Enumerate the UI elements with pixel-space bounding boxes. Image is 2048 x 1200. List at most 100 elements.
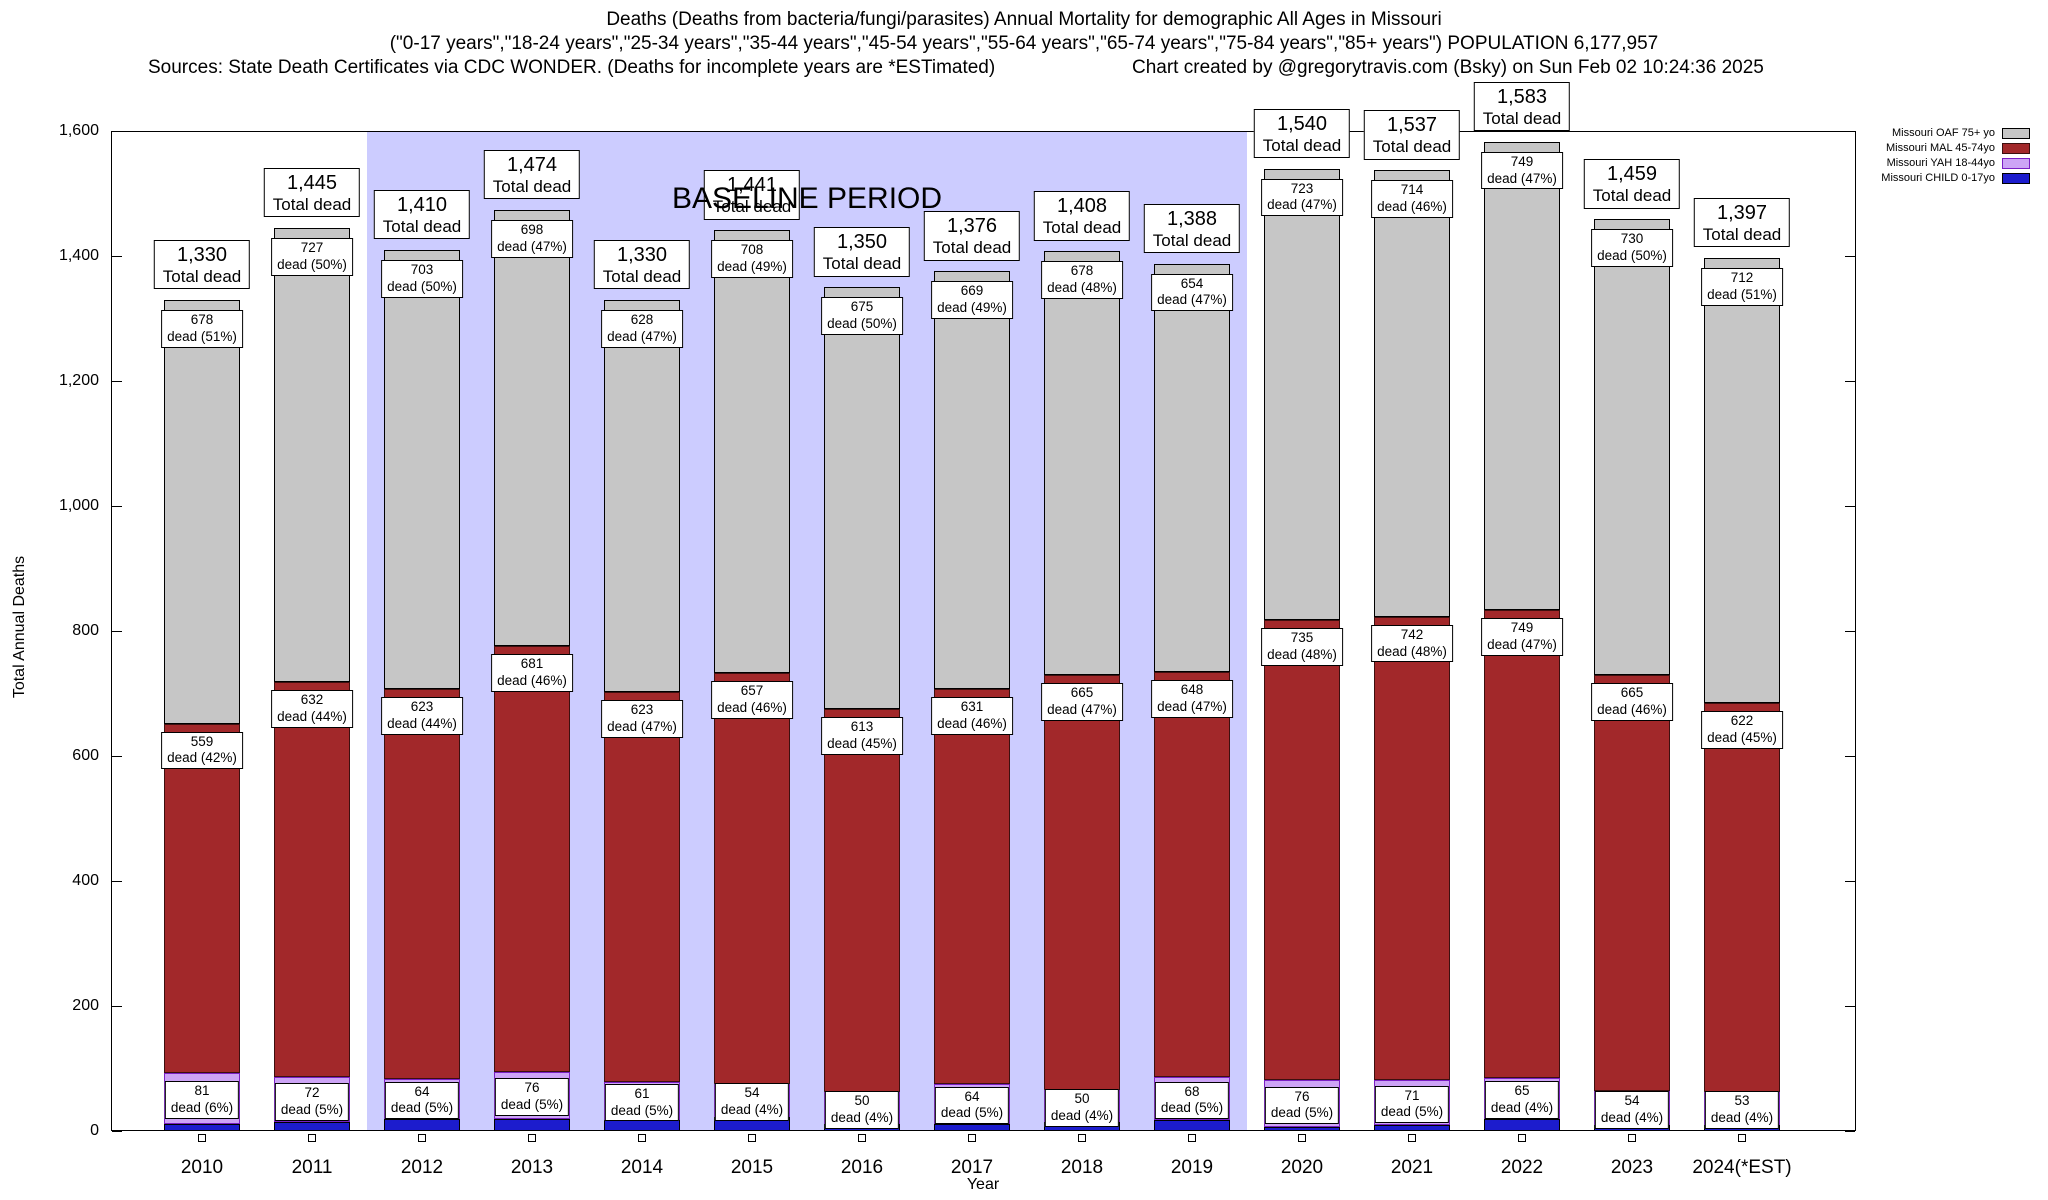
segment-label-oaf-2016: 675 dead (50%): [821, 297, 903, 335]
segment-label-yah-2022: 65 dead (4%): [1484, 1081, 1560, 1119]
bar-segment-oaf-2011: [274, 227, 350, 683]
total-suffix: Total dead: [932, 238, 1012, 257]
axis-marker-2023: [1628, 1134, 1636, 1142]
segment-label-yah-2017: 64 dead (5%): [934, 1086, 1010, 1125]
ytick-mark-left-600: [112, 756, 122, 757]
segment-label-oaf-2017: 669 dead (49%): [931, 281, 1013, 319]
xtick-2018: 2018: [1060, 1157, 1104, 1178]
bar-segment-mal-2013: [494, 646, 570, 1072]
xtick-2011: 2011: [291, 1157, 333, 1178]
segment-label-yah-2010: 81 dead (6%): [164, 1081, 240, 1119]
segment-label-oaf-2021: 714 dead (46%): [1371, 180, 1453, 219]
ytick-mark-left-1600: [112, 131, 122, 132]
bar-segment-oaf-2024(*EST): [1704, 257, 1780, 703]
total-label-2017: 1,376 Total dead: [923, 211, 1021, 261]
ytick-mark-right-1200: [1845, 381, 1855, 382]
total-label-2015: 1,441 Total dead: [703, 170, 801, 220]
segment-label-mal-2024(*EST): 622 dead (45%): [1701, 710, 1783, 749]
segment-label-yah-2016: 50 dead (4%): [824, 1090, 900, 1129]
ytick-mark-left-1400: [112, 256, 122, 257]
total-value: 1,583: [1496, 85, 1548, 108]
segment-label-yah-2014: 61 dead (5%): [604, 1083, 680, 1122]
total-label-2019: 1,388 Total dead: [1143, 203, 1241, 254]
bar-segment-oaf-2013: [494, 209, 570, 646]
ytick-label-1200: 1,200: [58, 372, 99, 389]
total-suffix: Total dead: [822, 254, 902, 274]
xtick-2019: 2019: [1170, 1157, 1214, 1178]
ytick-mark-right-1400: [1845, 256, 1855, 257]
bar-segment-mal-2011: [274, 682, 350, 1078]
legend-label: Missouri YAH 18-44yo: [1886, 157, 1995, 169]
ytick-mark-left-0: [112, 1131, 122, 1132]
total-value: 1,350: [836, 231, 888, 254]
segment-label-oaf-2022: 749 dead (47%): [1481, 151, 1563, 190]
bar-segment-oaf-2023: [1594, 219, 1670, 676]
xtick-2024(*EST): 2024(*EST): [1692, 1157, 1792, 1178]
ytick-mark-right-600: [1845, 756, 1855, 757]
total-value: 1,410: [396, 193, 448, 216]
total-label-2021: 1,537 Total dead: [1363, 110, 1461, 160]
bar-segment-oaf-2018: [1044, 251, 1120, 675]
bar-segment-mal-2023: [1594, 675, 1670, 1091]
bar-segment-oaf-2020: [1264, 168, 1340, 621]
segment-label-oaf-2012: 703 dead (50%): [381, 259, 463, 298]
axis-marker-2012: [418, 1134, 426, 1142]
total-value: 1,537: [1386, 114, 1438, 137]
xtick-2021: 2021: [1390, 1157, 1434, 1178]
total-suffix: Total dead: [1482, 108, 1562, 128]
total-suffix: Total dead: [712, 197, 792, 217]
total-value: 1,330: [176, 243, 228, 266]
bar-segment-mal-2018: [1044, 674, 1120, 1091]
total-label-2013: 1,474 Total dead: [483, 149, 581, 200]
segment-label-oaf-2010: 678 dead (51%): [161, 309, 243, 348]
total-label-2020: 1,540 Total dead: [1253, 108, 1351, 159]
xtick-2013: 2013: [510, 1157, 554, 1178]
segment-label-mal-2010: 559 dead (42%): [161, 731, 243, 770]
segment-label-oaf-2013: 698 dead (47%): [491, 219, 573, 258]
ytick-mark-right-0: [1845, 1131, 1855, 1132]
legend-item-oaf: Missouri OAF 75+ yo: [1881, 127, 2030, 139]
bar-segment-mal-2021: [1374, 616, 1450, 1081]
legend-item-yah: Missouri YAH 18-44yo: [1881, 157, 2030, 169]
total-suffix: Total dead: [382, 216, 462, 236]
total-suffix: Total dead: [492, 176, 572, 196]
segment-label-yah-2021: 71 dead (5%): [1374, 1085, 1450, 1124]
segment-label-oaf-2014: 628 dead (47%): [601, 309, 683, 348]
segment-label-oaf-2020: 723 dead (47%): [1261, 178, 1343, 217]
segment-label-mal-2015: 657 dead (46%): [711, 680, 793, 719]
total-label-2014: 1,330 Total dead: [593, 239, 691, 290]
axis-marker-2015: [748, 1134, 756, 1142]
bar-segment-oaf-2015: [714, 230, 790, 673]
ytick-mark-left-1200: [112, 381, 122, 382]
legend: Missouri OAF 75+ yo Missouri MAL 45-74yo…: [1881, 127, 2030, 187]
ytick-label-1000: 1,000: [58, 497, 99, 514]
bar-segment-child-2012: [384, 1118, 460, 1131]
segment-label-mal-2018: 665 dead (47%): [1041, 682, 1123, 721]
ytick-mark-right-200: [1845, 1006, 1855, 1007]
bar-segment-mal-2014: [604, 692, 680, 1082]
bar-segment-child-2022: [1484, 1118, 1560, 1131]
bar-segment-child-2020: [1264, 1127, 1340, 1131]
segment-label-mal-2014: 623 dead (47%): [601, 700, 683, 738]
bar-segment-child-2011: [274, 1122, 350, 1131]
bar-segment-mal-2016: [824, 709, 900, 1093]
legend-label: Missouri MAL 45-74yo: [1885, 142, 1995, 154]
bar-segment-oaf-2012: [384, 249, 460, 690]
total-label-2018: 1,408 Total dead: [1033, 191, 1131, 241]
total-suffix: Total dead: [1702, 224, 1782, 244]
total-suffix: Total dead: [1372, 137, 1452, 157]
total-value: 1,474: [506, 153, 558, 176]
bar-segment-oaf-2022: [1484, 141, 1560, 610]
axis-marker-2011: [308, 1134, 316, 1142]
bar-segment-child-2014: [604, 1119, 680, 1131]
total-suffix: Total dead: [1262, 135, 1342, 155]
x-axis-label: Year: [966, 1176, 1000, 1193]
total-label-2012: 1,410 Total dead: [373, 189, 471, 240]
ytick-label-600: 600: [72, 747, 99, 764]
bar-segment-mal-2024(*EST): [1704, 702, 1780, 1092]
legend-swatch-mal: [2002, 142, 2030, 154]
total-value: 1,540: [1276, 112, 1328, 135]
segment-label-oaf-2015: 708 dead (49%): [711, 240, 793, 279]
ytick-mark-left-800: [112, 631, 122, 632]
